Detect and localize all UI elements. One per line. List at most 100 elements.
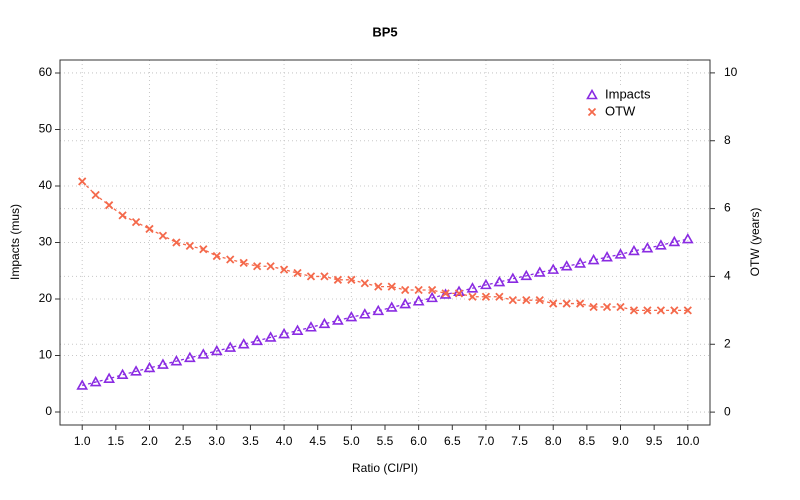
- x-tick-label: 8.0: [545, 434, 562, 448]
- marker: [76, 379, 89, 390]
- y-tick-label: 60: [39, 65, 53, 79]
- y2-tick-label: 6: [724, 201, 731, 215]
- marker: [643, 306, 652, 315]
- x-tick-label: 8.5: [579, 434, 596, 448]
- marker: [441, 289, 450, 298]
- marker: [522, 296, 531, 305]
- y-tick-label: 10: [39, 348, 53, 362]
- marker: [116, 368, 129, 380]
- marker: [104, 201, 114, 210]
- marker: [414, 285, 423, 295]
- marker: [587, 253, 600, 265]
- marker: [454, 289, 464, 298]
- marker: [520, 269, 533, 281]
- marker: [239, 258, 248, 267]
- marker: [118, 211, 127, 220]
- series-line: [81, 180, 688, 311]
- marker: [574, 257, 587, 268]
- y2-tick-label: 2: [724, 336, 731, 350]
- marker: [399, 297, 412, 309]
- marker: [641, 242, 654, 253]
- marker: [199, 245, 208, 254]
- marker: [78, 177, 87, 186]
- marker: [616, 302, 625, 312]
- chart-title: BP5: [372, 24, 397, 39]
- x-tick-label: 3.0: [208, 434, 225, 448]
- plot-frame: [59, 59, 711, 426]
- x-axis-label: Ratio (CI/PI): [352, 461, 418, 475]
- marker: [358, 308, 371, 319]
- marker: [158, 231, 168, 240]
- marker: [601, 251, 613, 262]
- marker: [279, 265, 289, 274]
- x-tick-label: 4.0: [276, 434, 293, 448]
- marker: [170, 355, 183, 366]
- marker: [145, 224, 154, 234]
- series-line: [82, 238, 688, 387]
- marker: [253, 262, 262, 271]
- marker: [656, 306, 666, 315]
- marker: [589, 302, 598, 312]
- marker: [560, 260, 573, 271]
- marker: [333, 275, 343, 284]
- marker: [306, 272, 316, 281]
- marker: [535, 296, 544, 305]
- y2-axis-label: OTW (years): [748, 208, 762, 277]
- marker: [212, 251, 221, 261]
- marker: [670, 306, 679, 315]
- x-tick-label: 7.5: [511, 434, 528, 448]
- x-tick-label: 10.0: [676, 434, 700, 448]
- legend: Impacts OTW: [575, 85, 657, 129]
- marker: [305, 321, 317, 332]
- marker: [347, 275, 356, 284]
- marker: [614, 248, 627, 259]
- x-tick-label: 6.5: [444, 434, 461, 448]
- marker: [372, 304, 385, 316]
- marker: [387, 282, 396, 291]
- marker: [251, 334, 264, 346]
- marker: [293, 268, 302, 278]
- marker: [374, 282, 383, 291]
- marker: [226, 255, 235, 264]
- marker: [185, 241, 195, 251]
- marker: [547, 263, 560, 274]
- x-tick-label: 6.0: [410, 434, 427, 448]
- marker: [197, 348, 210, 359]
- marker: [426, 291, 438, 303]
- y-tick-label: 30: [39, 235, 53, 249]
- marker: [318, 317, 331, 329]
- marker: [655, 239, 667, 250]
- marker: [157, 358, 169, 369]
- marker: [533, 266, 546, 277]
- marker: [549, 299, 558, 308]
- y-tick-label: 0: [45, 404, 52, 418]
- marker: [495, 292, 504, 301]
- y-tick-label: 40: [39, 178, 53, 192]
- marker: [210, 344, 223, 356]
- y-axis-label: Impacts (mus): [8, 204, 22, 280]
- marker: [320, 272, 329, 281]
- marker: [332, 314, 344, 325]
- y-tick-label: 50: [39, 122, 53, 136]
- y-tick-label: 20: [39, 291, 53, 305]
- x-tick-label: 1.0: [74, 434, 91, 448]
- marker: [103, 372, 115, 383]
- marker: [468, 292, 477, 301]
- legend-marker: [587, 107, 597, 117]
- x-tick-label: 9.0: [612, 434, 629, 448]
- x-tick-label: 9.5: [646, 434, 663, 448]
- marker: [183, 351, 196, 363]
- marker: [681, 232, 694, 244]
- marker: [602, 302, 612, 312]
- marker: [278, 327, 290, 339]
- legend-box: [575, 85, 657, 129]
- marker: [172, 238, 181, 247]
- legend-label: Impacts: [605, 86, 651, 101]
- marker: [91, 190, 100, 200]
- marker: [575, 299, 585, 308]
- x-tick-label: 7.0: [478, 434, 495, 448]
- marker: [401, 285, 410, 295]
- x-tick-label: 5.5: [377, 434, 394, 448]
- marker: [412, 295, 425, 306]
